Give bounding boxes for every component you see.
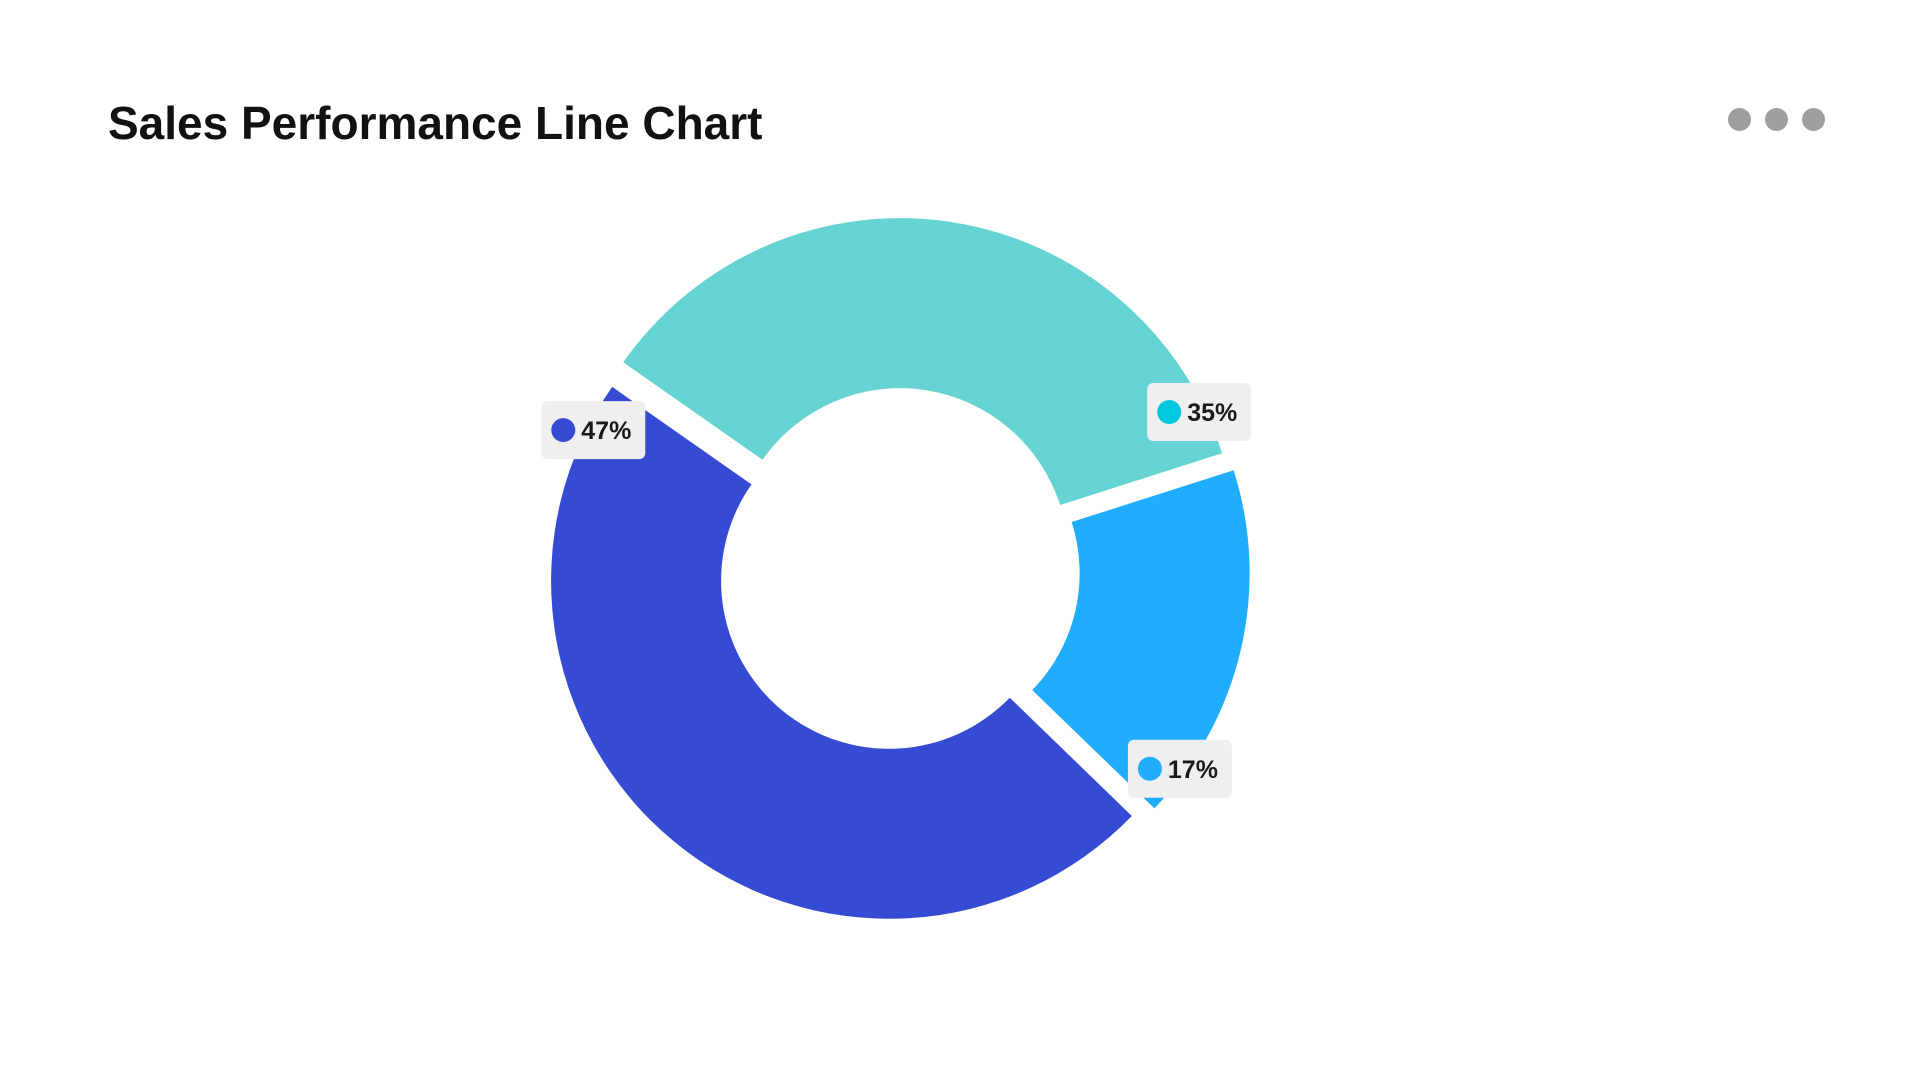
slice-label-3: 47% <box>541 401 646 460</box>
label-badge <box>541 401 646 460</box>
slice-label-2: 17% <box>1127 739 1232 798</box>
more-options-icon[interactable] <box>1728 106 1832 132</box>
label-dot <box>1137 756 1162 781</box>
menu-dot <box>1802 107 1825 131</box>
chart-title: Sales Performance Line Chart <box>108 97 763 149</box>
slice-value-label: 17% <box>1168 756 1218 784</box>
donut-slice-1[interactable] <box>623 218 1223 506</box>
label-dot <box>551 418 576 443</box>
slice-value-label: 35% <box>1187 399 1237 427</box>
slice-value-label: 47% <box>581 417 631 445</box>
menu-dot <box>1765 107 1788 131</box>
slice-label-1: 35% <box>1147 383 1252 442</box>
menu-dot <box>1728 107 1751 131</box>
donut-slice-2[interactable] <box>1032 470 1250 809</box>
donut-slice-3[interactable] <box>551 386 1132 919</box>
label-badge <box>1147 383 1252 442</box>
label-badge <box>1127 739 1232 798</box>
label-dot <box>1157 400 1182 425</box>
